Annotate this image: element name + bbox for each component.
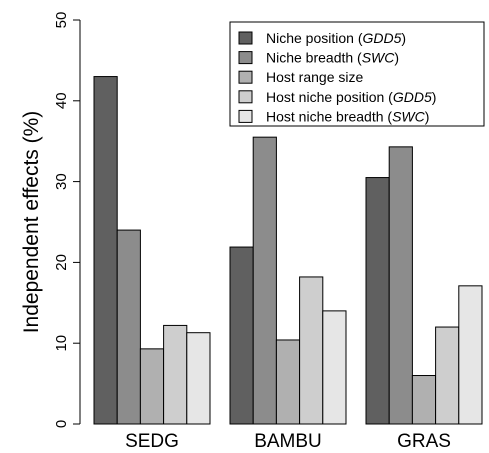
y-tick-label: 10 — [53, 335, 70, 352]
bar-sedg-3 — [139, 348, 165, 425]
y-tick-label: 20 — [53, 254, 70, 271]
legend-swatch — [238, 31, 253, 45]
y-axis: 0 10 20 30 40 50 — [53, 12, 81, 428]
bar-bambu-5 — [322, 310, 347, 425]
bar-sedg-4 — [163, 324, 188, 425]
legend-frame — [229, 21, 485, 127]
bars — [93, 76, 483, 425]
legend-swatch — [238, 109, 253, 123]
legend-entry: Host niche breadth (SWC) — [266, 108, 429, 124]
bar-bambu-3 — [275, 339, 301, 425]
bar-gras-1 — [365, 177, 390, 425]
legend-swatch — [238, 90, 253, 104]
bar-sedg-5 — [186, 332, 211, 425]
y-axis-label: Independent effects (%) — [20, 111, 43, 334]
y-tick-label: 40 — [53, 92, 70, 109]
legend-swatch — [238, 70, 253, 84]
x-tick-label: SEDG — [125, 431, 179, 452]
x-axis-labels: SEDG BAMBU GRAS — [125, 431, 451, 452]
y-tick-label: 30 — [53, 173, 70, 190]
bar-bambu-1 — [229, 246, 254, 425]
y-tick-label: 0 — [53, 420, 70, 428]
legend-entry: Host range size — [266, 69, 363, 85]
bar-bambu-4 — [299, 276, 324, 425]
bar-gras-5 — [458, 285, 483, 425]
legend-swatch — [238, 51, 253, 65]
bar-gras-4 — [435, 326, 460, 425]
bar-gras-2 — [388, 146, 413, 425]
legend: Niche position (GDD5) Niche breadth (SWC)… — [229, 21, 485, 127]
legend-entry: Niche breadth (SWC) — [266, 50, 399, 66]
x-tick-label: GRAS — [397, 431, 451, 452]
bar-bambu-2 — [252, 136, 277, 425]
legend-entry: Host niche position (GDD5) — [266, 89, 436, 105]
bar-gras-3 — [411, 375, 437, 425]
legend-entry: Niche position (GDD5) — [266, 30, 406, 46]
bar-sedg-1 — [93, 76, 118, 425]
x-tick-label: BAMBU — [254, 431, 322, 452]
bar-sedg-2 — [116, 229, 141, 425]
y-tick-label: 50 — [53, 12, 70, 29]
